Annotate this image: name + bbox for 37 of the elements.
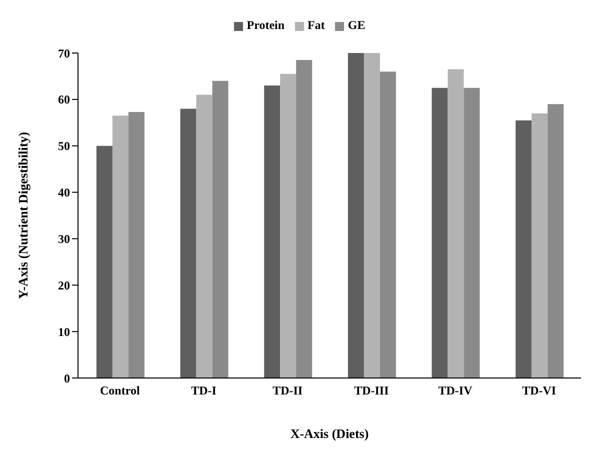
x-axis-title: X-Axis (Diets) (290, 426, 369, 441)
bar (432, 88, 448, 378)
y-tick-label: 50 (58, 139, 70, 154)
x-tick-label: TD-I (191, 384, 217, 398)
x-tick-label: Control (100, 384, 140, 398)
y-tick-label: 70 (58, 46, 70, 60)
x-tick-label: TD-IV (438, 384, 473, 398)
bar (264, 86, 280, 378)
y-tick-label: 0 (64, 371, 70, 386)
bar (348, 53, 364, 378)
bar (196, 94, 212, 378)
y-tick-label: 30 (58, 232, 70, 246)
bar (532, 113, 548, 378)
y-tick-label: 40 (58, 186, 70, 200)
y-tick-label: 60 (58, 92, 70, 107)
bar (180, 108, 196, 378)
bar (516, 120, 532, 378)
bar (212, 80, 228, 378)
bar (380, 72, 396, 378)
bar (280, 74, 296, 378)
bar (364, 53, 380, 378)
bar (96, 146, 112, 378)
x-tick-label: TD-II (272, 384, 303, 398)
bar (448, 69, 464, 378)
y-tick-label: 10 (58, 324, 70, 339)
bar (296, 60, 312, 378)
x-tick-label: TD-III (354, 384, 390, 398)
legend-label: Protein (246, 18, 285, 32)
y-axis-title: Y-Axis (Nutrient Digestibility) (16, 132, 31, 300)
x-tick-label: TD-VI (522, 384, 556, 398)
legend-label: Fat (308, 18, 325, 32)
bar (112, 116, 128, 378)
y-tick-label: 20 (58, 278, 70, 292)
legend-label: GE (348, 18, 366, 32)
bar (464, 88, 480, 378)
bar (548, 104, 564, 378)
bar (128, 112, 144, 378)
